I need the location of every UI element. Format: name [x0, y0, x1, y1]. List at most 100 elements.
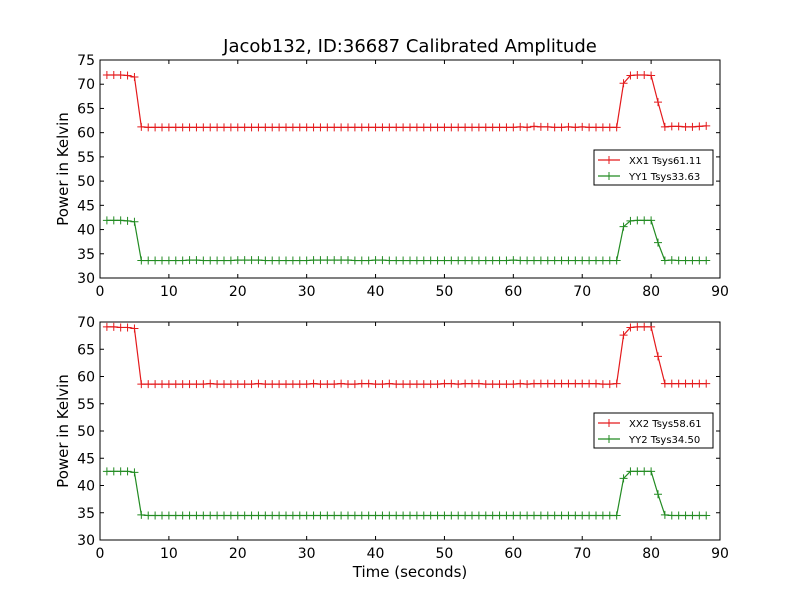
data-point [309, 123, 318, 132]
y-tick-label: 45 [77, 451, 95, 467]
data-point [254, 256, 263, 265]
data-point [102, 216, 111, 225]
data-point [302, 511, 311, 520]
data-point [681, 511, 690, 520]
data-point [585, 123, 594, 132]
data-point [116, 216, 125, 225]
data-point [571, 511, 580, 520]
data-point [330, 380, 339, 389]
data-point [275, 256, 284, 265]
data-point [433, 380, 442, 389]
data-point [654, 490, 662, 499]
data-point [536, 256, 545, 265]
legend-label: YY2 Tsys34.50 [628, 435, 700, 446]
data-point [254, 123, 263, 132]
data-point [640, 216, 649, 225]
x-tick-label: 80 [642, 284, 660, 300]
legend-label: YY1 Tsys33.63 [628, 172, 700, 183]
data-point [199, 256, 208, 265]
data-point [378, 380, 387, 389]
x-tick-label: 0 [96, 546, 105, 562]
data-point [578, 256, 587, 265]
data-point [406, 123, 414, 132]
data-point [364, 123, 373, 132]
data-point [536, 122, 545, 131]
x-tick-label: 50 [436, 284, 454, 300]
legend-marker [605, 419, 613, 427]
data-point [461, 379, 470, 388]
data-point [412, 123, 421, 132]
x-tick-label: 50 [436, 546, 454, 562]
data-point [468, 256, 476, 265]
data-point [468, 379, 476, 388]
data-point [137, 256, 146, 265]
data-point [282, 123, 290, 132]
data-point [268, 256, 277, 265]
data-point [344, 511, 352, 520]
data-point [171, 511, 180, 520]
data-point [454, 380, 463, 389]
data-point [330, 511, 339, 520]
data-point [275, 123, 284, 132]
data-point [316, 123, 325, 132]
data-point [447, 379, 456, 388]
data-point [516, 511, 525, 520]
data-point [412, 380, 421, 389]
data-point [688, 122, 697, 131]
data-point [516, 122, 525, 131]
data-point [137, 380, 146, 389]
data-point [123, 71, 132, 80]
data-point [171, 256, 180, 265]
data-point [385, 511, 394, 520]
data-point [144, 256, 153, 265]
data-point [426, 256, 435, 265]
data-point [295, 380, 304, 389]
data-point [268, 123, 277, 132]
data-point [516, 256, 525, 265]
data-point [598, 123, 607, 132]
data-point [116, 467, 125, 476]
data-point [337, 256, 346, 265]
data-point [302, 380, 311, 389]
data-point [158, 511, 166, 520]
data-point [481, 380, 490, 389]
data-point [667, 122, 676, 131]
y-axis-label: Power in Kelvin [54, 374, 72, 488]
data-point [433, 511, 442, 520]
data-point [412, 256, 421, 265]
data-point [688, 379, 697, 388]
x-tick-label: 10 [160, 546, 178, 562]
data-point [619, 474, 628, 483]
x-tick-label: 40 [367, 546, 385, 562]
data-point [543, 379, 552, 388]
data-point [509, 380, 518, 389]
x-tick-label: 10 [160, 284, 178, 300]
series-XX1 Tsys61.11 [102, 71, 711, 132]
data-point [702, 121, 711, 130]
y-tick-label: 40 [77, 479, 95, 495]
data-point [137, 510, 146, 519]
data-point [344, 380, 352, 389]
data-point [543, 511, 552, 520]
data-point [399, 511, 408, 520]
data-point [481, 256, 490, 265]
data-point [247, 256, 256, 265]
data-point [674, 122, 683, 131]
legend-marker [605, 435, 613, 443]
data-point [461, 256, 470, 265]
data-point [412, 511, 421, 520]
data-point [316, 511, 325, 520]
data-point [585, 379, 594, 388]
x-tick-label: 60 [504, 284, 522, 300]
data-point [164, 123, 173, 132]
data-point [598, 511, 607, 520]
data-point [523, 511, 532, 520]
data-point [654, 98, 662, 107]
data-point [164, 256, 173, 265]
data-point [447, 123, 456, 132]
data-point [550, 256, 559, 265]
x-tick-label: 60 [504, 546, 522, 562]
data-point [392, 380, 401, 389]
data-point [660, 379, 669, 388]
data-point [364, 511, 373, 520]
